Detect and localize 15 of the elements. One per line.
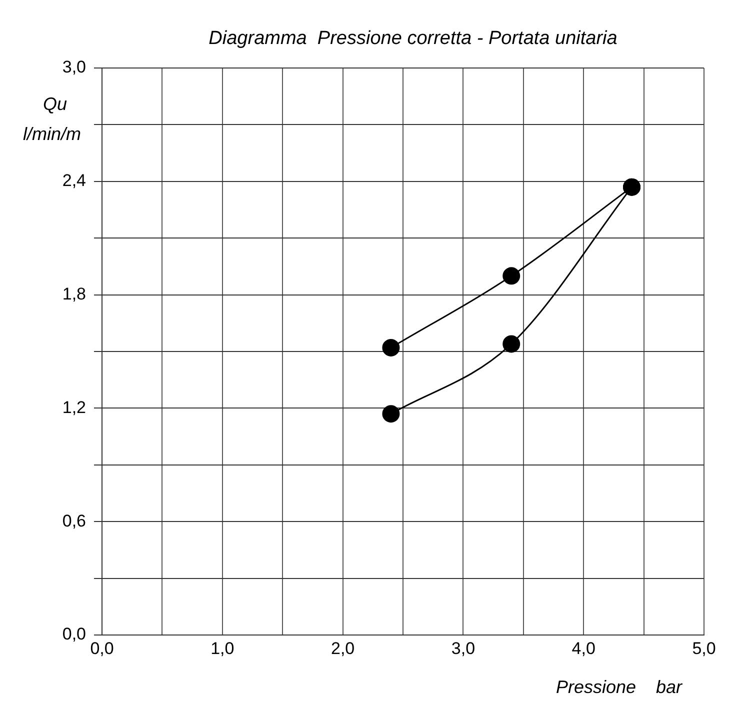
y-tick-label: 2,4: [62, 171, 86, 190]
x-tick-label: 3,0: [451, 638, 476, 658]
y-tick-label: 0,0: [62, 624, 86, 644]
y-tick-label: 0,6: [62, 511, 86, 530]
x-tick-label: 5,0: [692, 638, 716, 658]
y-tick-label: 1,8: [62, 284, 86, 304]
y-axis-title: Qu l/min/m: [23, 94, 82, 144]
x-axis-title: Pressione bar: [556, 677, 684, 697]
x-tick-label: 4,0: [572, 638, 596, 658]
chart-title: Diagramma Pressione corretta - Portata unitaria: [208, 28, 618, 49]
x-tick-label: 2,0: [330, 638, 355, 658]
x-tick-label: 0,0: [90, 638, 114, 658]
y-tick-label: 3,0: [62, 58, 86, 77]
x-tick-label: 1,0: [210, 638, 234, 658]
y-tick-label: 1,2: [62, 398, 86, 417]
